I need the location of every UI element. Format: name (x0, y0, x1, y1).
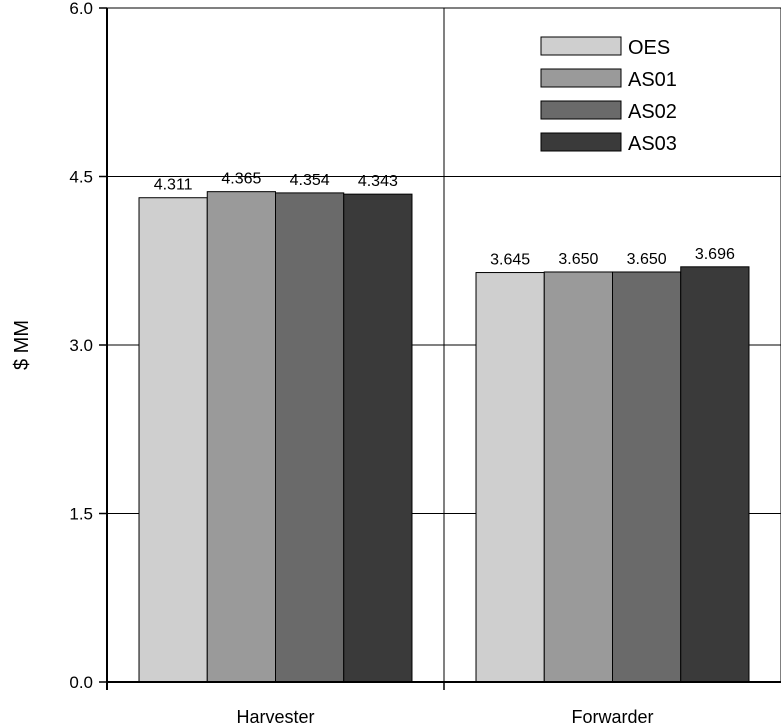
legend-label: AS03 (628, 133, 677, 155)
data-label: 4.343 (358, 173, 398, 190)
data-label: 3.645 (490, 252, 530, 269)
x-category-label: Forwarder (571, 707, 653, 726)
axes (99, 7, 781, 690)
y-tick-label: 0.0 (69, 673, 93, 692)
legend-swatch-as02 (540, 100, 622, 120)
bar-as03 (343, 193, 413, 683)
y-tick-label: 1.5 (69, 505, 93, 524)
legend-label: AS02 (628, 101, 677, 123)
data-label: 3.696 (695, 246, 735, 263)
bar-oes (475, 272, 545, 683)
y-tick-label: 6.0 (69, 0, 93, 18)
data-label: 3.650 (558, 251, 598, 268)
bar-as01 (206, 191, 277, 683)
legend-label: OES (628, 37, 670, 59)
data-labels: 4.311 4.365 4.354 4.343 3.645 3.650 3.650 3.696 (154, 171, 735, 269)
legend-label: AS01 (628, 69, 677, 91)
data-label: 4.354 (290, 172, 330, 189)
legend: OES AS01 AS02 AS03 (540, 36, 677, 155)
y-axis-label: $ MM (11, 320, 33, 370)
bars (138, 191, 750, 683)
bar-as02 (275, 192, 345, 683)
x-category-label: Harvester (236, 707, 314, 726)
bar-oes (138, 197, 208, 683)
bar-as01 (543, 271, 614, 683)
bar-as03 (680, 266, 750, 683)
data-label: 4.365 (221, 171, 261, 188)
data-label: 3.650 (627, 251, 667, 268)
y-tick-label: 3.0 (69, 336, 93, 355)
x-category-labels: Harvester Forwarder (236, 707, 653, 726)
bar-as02 (612, 271, 682, 683)
y-tick-labels: 0.0 1.5 3.0 4.5 6.0 (69, 0, 93, 692)
legend-swatch-as03 (540, 132, 622, 152)
legend-swatch-oes (540, 36, 622, 56)
data-label: 4.311 (154, 177, 193, 194)
legend-swatch-as01 (540, 68, 622, 88)
y-tick-label: 4.5 (69, 168, 93, 187)
